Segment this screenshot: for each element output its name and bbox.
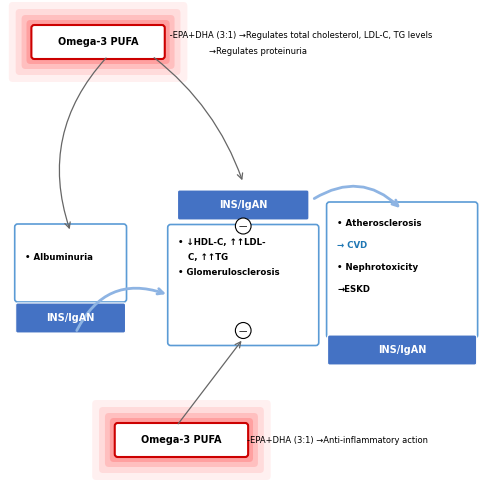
FancyBboxPatch shape <box>326 202 478 338</box>
Text: • Atherosclerosis: • Atherosclerosis <box>338 219 422 228</box>
Text: →ESKD: →ESKD <box>338 285 370 294</box>
Text: Omega-3 PUFA: Omega-3 PUFA <box>58 37 138 47</box>
Text: —: — <box>239 327 248 336</box>
Text: -EPA+DHA (3:1) →Regulates total cholesterol, LDL-C, TG levels: -EPA+DHA (3:1) →Regulates total choleste… <box>166 32 432 41</box>
Text: →Regulates proteinuria: →Regulates proteinuria <box>209 46 307 55</box>
FancyBboxPatch shape <box>105 413 258 467</box>
FancyBboxPatch shape <box>14 224 126 302</box>
FancyBboxPatch shape <box>16 9 180 75</box>
FancyBboxPatch shape <box>32 25 165 59</box>
FancyBboxPatch shape <box>178 190 309 220</box>
Circle shape <box>236 323 251 338</box>
Text: INS/IgAN: INS/IgAN <box>378 345 426 355</box>
Circle shape <box>236 218 251 234</box>
FancyBboxPatch shape <box>328 335 476 365</box>
Text: • Nephrotoxicity: • Nephrotoxicity <box>338 263 418 272</box>
Text: • Glomerulosclerosis: • Glomerulosclerosis <box>178 268 280 277</box>
Text: —: — <box>239 222 248 232</box>
Text: C, ↑↑TG: C, ↑↑TG <box>188 253 228 262</box>
FancyBboxPatch shape <box>22 15 174 69</box>
Text: • ↓HDL-C, ↑↑LDL-: • ↓HDL-C, ↑↑LDL- <box>178 238 266 247</box>
FancyBboxPatch shape <box>92 400 270 480</box>
FancyBboxPatch shape <box>114 423 248 457</box>
Text: → CVD: → CVD <box>338 241 368 250</box>
FancyBboxPatch shape <box>26 20 170 64</box>
Text: -EPA+DHA (3:1) →Anti-inflammatory action: -EPA+DHA (3:1) →Anti-inflammatory action <box>247 436 428 445</box>
FancyBboxPatch shape <box>168 224 318 345</box>
Text: Omega-3 PUFA: Omega-3 PUFA <box>141 435 222 445</box>
FancyBboxPatch shape <box>9 2 188 82</box>
FancyBboxPatch shape <box>99 407 264 473</box>
FancyBboxPatch shape <box>16 303 126 333</box>
Text: INS/IgAN: INS/IgAN <box>219 200 268 210</box>
Text: INS/IgAN: INS/IgAN <box>46 313 95 323</box>
Text: • Albuminuria: • Albuminuria <box>26 253 94 262</box>
FancyBboxPatch shape <box>110 418 253 462</box>
